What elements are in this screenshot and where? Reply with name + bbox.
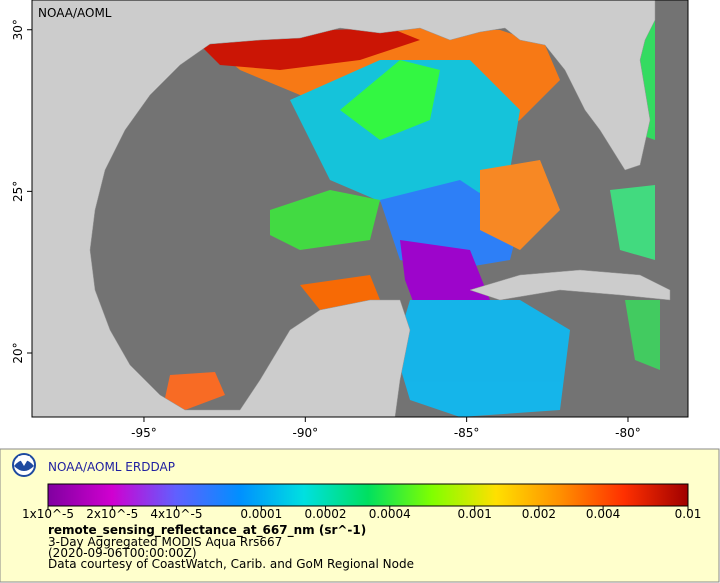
patch [340,60,440,140]
colorbar-tick-label: 0.0001 [240,507,282,521]
x-tick-label: -90° [293,426,319,440]
land [32,0,656,417]
patch [480,160,560,250]
credit: Data courtesy of CoastWatch, Carib. and … [48,557,414,571]
colorbar [47,483,689,507]
land [469,269,671,301]
corner-label: NOAA/AOML [38,6,112,20]
colorbar-ticks: 1x10^-5 2x10^-5 4x10^-5 0.0001 0.0002 0.0004 0… [22,506,701,521]
colorbar-tick-label: 0.002 [522,507,556,521]
colorbar-tick-label: 2x10^-5 [86,507,138,521]
x-tick-label: -80° [615,426,641,440]
colorbar-tick-label: 4x10^-5 [150,507,202,521]
y-tick-label: 25° [11,181,25,202]
patch [625,300,660,370]
legend-panel [0,448,720,583]
axis-ticks: -95° -90° -85° -80° 20° 25° 30° [11,19,641,440]
map-frame [31,0,689,418]
colorbar-tick-label: 0.0002 [305,507,347,521]
dataset-name: 3-Day Aggregated MODIS Aqua Rrs667 [48,535,282,549]
x-tick-label: -85° [454,426,480,440]
colorbar-tick-label: 0.004 [586,507,620,521]
colorbar-tick-label: 0.01 [675,507,702,521]
x-tick-label: -95° [131,426,157,440]
colorbar-tick-label: 0.001 [457,507,491,521]
patch [300,275,380,310]
y-tick-label: 20° [11,342,25,363]
patch [200,28,420,70]
patch [395,300,570,417]
patch [290,60,520,210]
patch [270,190,380,250]
patch [165,372,225,410]
colorbar-tick-label: 0.0004 [369,507,411,521]
legend-title: NOAA/AOML ERDDAP [48,460,175,474]
colorbar-tick-label: 1x10^-5 [22,507,74,521]
time-label: (2020-09-06T00:00:00Z) [48,546,197,560]
variable-name: remote_sensing_reflectance_at_667_nm (sr… [48,523,366,538]
y-tick-label: 30° [11,19,25,40]
data-patches [165,20,660,417]
noaa-logo [12,453,36,477]
patch [610,185,655,260]
map-area [32,0,688,417]
